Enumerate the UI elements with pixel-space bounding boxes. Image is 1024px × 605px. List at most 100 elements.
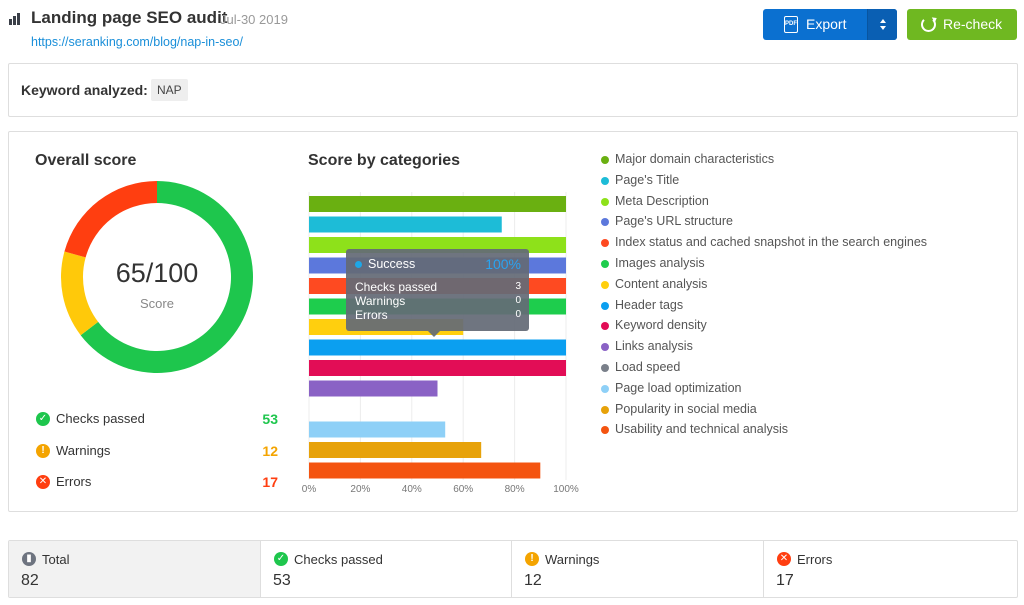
legend-dot: [601, 384, 609, 393]
category-bar[interactable]: [309, 380, 438, 397]
bar-chart-icon: [9, 13, 23, 25]
tooltip-dot: [355, 261, 362, 268]
x-tick-label: 80%: [505, 484, 525, 495]
check-circle-icon: ✓: [36, 412, 50, 426]
legend-item[interactable]: Load speed: [601, 360, 961, 378]
category-bar[interactable]: [309, 196, 566, 212]
legend-item[interactable]: Header tags: [601, 298, 961, 316]
category-bar-chart: 0% 20% 40% 60% 80% 100%: [302, 192, 579, 495]
category-bar[interactable]: [309, 339, 566, 356]
summary-total-label: Total: [42, 552, 70, 567]
tooltip-row-value: 0: [515, 309, 521, 320]
legend-item[interactable]: Content analysis: [601, 277, 961, 295]
legend-dot: [601, 426, 609, 435]
x-tick-label: 0%: [302, 484, 317, 495]
category-bar[interactable]: [309, 442, 482, 458]
summary-warnings-value: 12: [524, 572, 542, 589]
legend-dot: [601, 197, 609, 206]
errors-label: Errors: [56, 474, 92, 489]
audited-url-link[interactable]: https://seranking.com/blog/nap-in-seo/: [31, 35, 243, 49]
donut-segment[interactable]: [64, 181, 157, 258]
legend-item[interactable]: Major domain characteristics: [601, 152, 961, 170]
warning-icon: !: [525, 552, 539, 566]
keyword-panel: Keyword analyzed: NAP: [8, 63, 1018, 117]
legend-label: Usability and technical analysis: [615, 422, 789, 437]
legend-label: Meta Description: [615, 193, 709, 208]
warning-icon: !: [36, 444, 50, 458]
legend-dot: [601, 280, 609, 289]
category-bar[interactable]: [309, 421, 446, 438]
x-tick-label: 20%: [350, 484, 370, 495]
category-bar[interactable]: [309, 462, 541, 479]
warnings-value: 12: [262, 443, 278, 459]
categories-title: Score by categories: [308, 152, 461, 169]
overall-score-caption: Score: [140, 296, 174, 311]
legend-item[interactable]: Links analysis: [601, 339, 961, 357]
warnings-row: ! Warnings 12: [36, 443, 286, 463]
recheck-label: Re-check: [943, 16, 1003, 32]
summary-errors[interactable]: ✕ Errors 17: [764, 541, 1017, 597]
legend-item[interactable]: Index status and cached snapshot in the …: [601, 235, 961, 253]
tooltip-row-label: Checks passed: [355, 280, 438, 294]
legend-label: Popularity in social media: [615, 401, 757, 416]
export-button[interactable]: PDF Export: [763, 9, 897, 40]
category-bar[interactable]: [309, 360, 566, 376]
tooltip-percent: 100%: [485, 256, 521, 272]
export-options-toggle[interactable]: [867, 9, 897, 40]
legend-item[interactable]: Popularity in social media: [601, 402, 961, 420]
legend-dot: [601, 301, 609, 310]
legend-item[interactable]: Meta Description: [601, 194, 961, 212]
donut-segment[interactable]: [61, 251, 99, 336]
checks-passed-value: 53: [262, 411, 278, 427]
legend-label: Page's Title: [615, 172, 680, 187]
check-circle-icon: ✓: [274, 552, 288, 566]
legend-item[interactable]: Page's Title: [601, 173, 961, 191]
summary-passed[interactable]: ✓ Checks passed 53: [261, 541, 512, 597]
legend-item[interactable]: Usability and technical analysis: [601, 422, 961, 440]
legend-item[interactable]: Page load optimization: [601, 381, 961, 399]
refresh-icon: [921, 17, 936, 32]
legend-dot: [601, 364, 609, 372]
overall-score-value: 65/100: [115, 258, 199, 288]
page-header: Landing page SEO audit Jul-30 2019 https…: [0, 0, 1024, 58]
summary-warnings[interactable]: ! Warnings 12: [512, 541, 764, 597]
legend-label: Major domain characteristics: [615, 152, 775, 166]
keyword-label: Keyword analyzed:: [21, 82, 148, 98]
legend-label: Load speed: [615, 360, 681, 374]
keyword-tag: NAP: [151, 79, 188, 101]
legend-item[interactable]: Keyword density: [601, 318, 961, 336]
legend-dot: [601, 239, 609, 248]
legend-dot: [601, 156, 609, 164]
tooltip-row: Errors 0: [355, 308, 521, 322]
legend-item[interactable]: Page's URL structure: [601, 214, 961, 232]
summary-bar: ▮ Total 82 ✓ Checks passed 53 ! Warnings…: [8, 540, 1018, 598]
error-icon: ✕: [36, 475, 50, 489]
warnings-label: Warnings: [56, 443, 111, 458]
tooltip-row-label: Warnings: [355, 294, 406, 308]
summary-warnings-label: Warnings: [545, 552, 600, 567]
x-tick-label: 100%: [553, 484, 579, 495]
summary-passed-label: Checks passed: [294, 552, 383, 567]
errors-value: 17: [262, 474, 278, 490]
checks-passed-row: ✓ Checks passed 53: [36, 411, 286, 431]
chart-tooltip: Success 100% Checks passed 3 Warnings 0 …: [346, 249, 529, 337]
summary-total[interactable]: ▮ Total 82: [9, 541, 261, 597]
legend-label: Links analysis: [615, 339, 693, 354]
recheck-button[interactable]: Re-check: [907, 9, 1017, 40]
legend-label: Index status and cached snapshot in the …: [615, 235, 928, 250]
pdf-icon: PDF: [784, 16, 798, 33]
legend-dot: [601, 322, 609, 331]
tooltip-status: Success: [368, 257, 416, 271]
legend-dot: [601, 260, 609, 268]
overall-score-title: Overall score: [35, 152, 137, 169]
legend-item[interactable]: Images analysis: [601, 256, 961, 274]
legend-label: Images analysis: [615, 256, 705, 270]
legend-label: Page's URL structure: [615, 214, 733, 229]
summary-errors-value: 17: [776, 572, 794, 589]
tooltip-row-value: 3: [515, 281, 521, 292]
tooltip-row-label: Errors: [355, 308, 388, 322]
category-bar[interactable]: [309, 216, 502, 233]
legend-label: Page load optimization: [615, 380, 742, 395]
summary-passed-value: 53: [273, 572, 291, 589]
chart-icon: ▮: [22, 552, 36, 566]
